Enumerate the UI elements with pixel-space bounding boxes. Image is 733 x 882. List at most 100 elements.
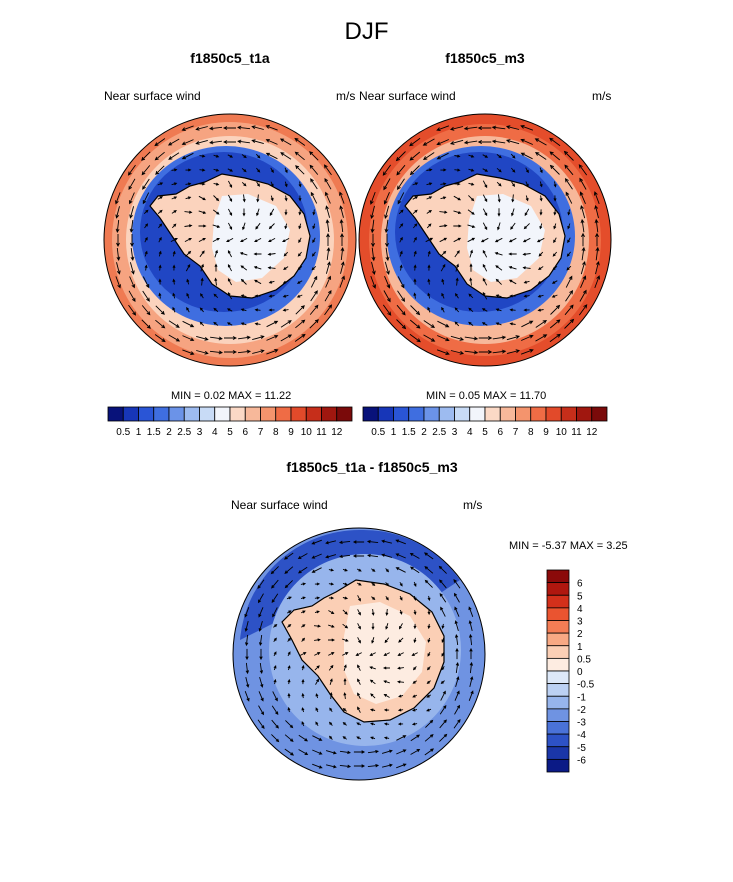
- panel-left-label-t1a: Near surface wind: [104, 89, 201, 103]
- wind-vector: [436, 152, 449, 160]
- wind-vector: [385, 233, 389, 248]
- colorbar-tick-label: 3: [197, 427, 203, 438]
- wind-vector: [294, 137, 306, 146]
- wind-vector: [186, 278, 190, 285]
- colorbar-box: [168, 406, 185, 422]
- panel-title-diff: f1850c5_t1a - f1850c5_m3: [286, 459, 458, 475]
- wind-vector: [315, 721, 319, 727]
- wind-vector: [440, 168, 447, 172]
- wind-vector: [294, 333, 306, 342]
- wind-vector: [454, 620, 459, 632]
- wind-vector: [426, 223, 432, 229]
- wind-vector: [539, 223, 543, 230]
- wind-vector: [436, 139, 449, 146]
- wind-vector: [284, 167, 288, 174]
- wind-vector: [170, 237, 178, 242]
- wind-vector: [343, 664, 347, 671]
- wind-vector: [199, 168, 206, 172]
- colorbar-tick-label: -3: [577, 718, 586, 729]
- wind-vector: [424, 734, 434, 742]
- wind-vector: [213, 321, 219, 326]
- wind-vector: [287, 651, 291, 657]
- wind-vector: [300, 596, 306, 600]
- colorbar-tick-label: 5: [577, 591, 583, 602]
- wind-vector: [239, 252, 248, 256]
- wind-vector: [397, 666, 404, 670]
- wind-vector: [412, 680, 417, 684]
- wind-vector: [468, 633, 473, 646]
- wind-vector: [579, 289, 587, 302]
- wind-vector: [212, 237, 220, 242]
- wind-vector: [144, 223, 149, 229]
- wind-vector: [439, 719, 447, 729]
- colorbar-box: [423, 406, 440, 422]
- wind-vector: [154, 151, 165, 161]
- wind-vector: [353, 750, 366, 754]
- wind-vector: [371, 609, 375, 616]
- wind-vector: [258, 607, 264, 618]
- wind-vector: [497, 222, 501, 231]
- wind-vector: [116, 262, 121, 275]
- wind-vector: [171, 168, 178, 172]
- wind-vector: [397, 276, 405, 289]
- wind-vector: [298, 237, 302, 244]
- wind-vector: [172, 264, 176, 271]
- colorbar-tick-label: -5: [577, 743, 586, 754]
- wind-vector: [266, 334, 279, 341]
- colorbar-tick-label: -4: [577, 730, 586, 741]
- wind-vector: [357, 706, 361, 713]
- wind-vector: [115, 192, 121, 205]
- wind-vector: [297, 553, 308, 559]
- wind-vector: [154, 138, 166, 147]
- wind-vector: [427, 250, 431, 257]
- wind-vector: [356, 568, 362, 572]
- wind-vector: [579, 177, 587, 190]
- wind-vector: [427, 278, 431, 285]
- wind-vector: [383, 192, 390, 205]
- wind-vector: [412, 694, 418, 698]
- wind-vector: [397, 722, 404, 726]
- wind-vector: [593, 191, 600, 205]
- wind-vector: [258, 620, 263, 632]
- wind-vector: [228, 208, 233, 216]
- wind-vector: [563, 150, 574, 161]
- wind-vector: [181, 125, 194, 131]
- wind-vector: [182, 335, 195, 342]
- wind-vector: [297, 566, 308, 574]
- wind-vector: [381, 553, 393, 558]
- wind-vector: [342, 568, 348, 572]
- wind-vector: [129, 262, 135, 275]
- wind-vector: [357, 692, 361, 699]
- wind-vector: [441, 306, 445, 313]
- wind-vector: [581, 246, 586, 261]
- wind-vector: [537, 280, 544, 284]
- wind-vector: [301, 624, 306, 628]
- wind-vector: [325, 261, 331, 274]
- wind-vector: [413, 609, 417, 616]
- wind-vector: [539, 167, 543, 174]
- wind-vector: [383, 178, 391, 191]
- wind-vector: [395, 151, 406, 162]
- panel-title-m3: f1850c5_m3: [445, 50, 525, 66]
- wind-vector: [369, 679, 376, 685]
- wind-vector: [270, 167, 274, 174]
- wind-vector: [454, 250, 460, 258]
- colorbar-tick-label: 3: [452, 427, 458, 438]
- colorbar-box: [260, 406, 277, 422]
- wind-vector: [142, 178, 150, 190]
- wind-vector: [580, 218, 585, 233]
- wind-vector: [382, 666, 390, 670]
- colorbar-tick-label: 11: [571, 427, 582, 438]
- wind-vector: [468, 154, 475, 158]
- wind-vector: [580, 204, 586, 219]
- colorbar-box: [546, 708, 570, 722]
- wind-vector: [384, 637, 390, 644]
- wind-vector: [282, 308, 289, 312]
- wind-vector: [298, 734, 309, 742]
- wind-vector: [357, 664, 361, 671]
- wind-vector: [196, 350, 209, 355]
- wind-vector: [324, 177, 332, 190]
- wind-vector: [399, 236, 403, 243]
- wind-vector: [286, 596, 292, 600]
- wind-vector: [213, 195, 220, 202]
